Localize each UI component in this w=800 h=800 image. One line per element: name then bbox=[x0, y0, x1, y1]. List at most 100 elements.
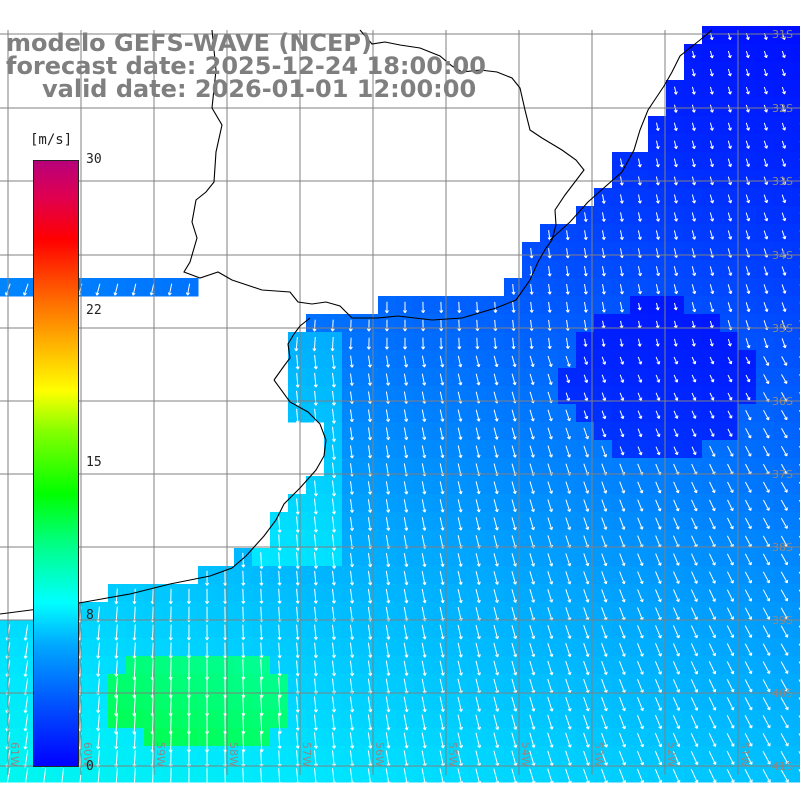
wind-arrow bbox=[744, 768, 753, 783]
wind-arrow bbox=[637, 481, 644, 494]
wind-arrow bbox=[421, 373, 427, 386]
wind-arrow bbox=[529, 660, 536, 676]
wind-arrow bbox=[511, 732, 518, 748]
wind-arrow bbox=[313, 552, 318, 569]
wind-arrow bbox=[529, 624, 536, 640]
wind-arrow bbox=[349, 696, 355, 713]
wind-arrow bbox=[403, 499, 409, 513]
wind-arrow bbox=[349, 768, 355, 785]
wind-arrow bbox=[366, 319, 371, 332]
wind-arrow bbox=[709, 194, 715, 204]
wind-cell bbox=[792, 134, 800, 153]
wind-arrow bbox=[565, 625, 572, 639]
wind-arrow bbox=[763, 338, 769, 349]
wind-arrow bbox=[619, 374, 625, 383]
wind-arrow bbox=[96, 660, 101, 677]
wind-arrow bbox=[511, 589, 517, 603]
lat-label: 31S bbox=[772, 28, 793, 41]
wind-cell bbox=[792, 584, 800, 603]
wind-arrow bbox=[366, 337, 371, 350]
wind-arrow bbox=[439, 642, 445, 658]
wind-arrow bbox=[763, 445, 770, 457]
wind-arrow bbox=[690, 679, 699, 693]
wind-cell bbox=[792, 224, 800, 243]
wind-arrow bbox=[673, 194, 678, 204]
wind-arrow bbox=[691, 553, 698, 566]
wind-arrow bbox=[529, 427, 535, 440]
wind-arrow bbox=[780, 589, 789, 602]
wind-arrow bbox=[655, 517, 662, 530]
wind-arrow bbox=[132, 588, 137, 605]
wind-arrow bbox=[565, 230, 570, 241]
wind-arrow bbox=[168, 624, 173, 641]
wind-arrow bbox=[691, 410, 697, 419]
wind-arrow bbox=[709, 302, 715, 313]
wind-arrow bbox=[457, 732, 463, 749]
wind-arrow bbox=[547, 248, 552, 259]
wind-cell bbox=[792, 548, 800, 567]
wind-arrow bbox=[547, 373, 553, 386]
wind-arrow bbox=[727, 284, 733, 295]
wind-arrow bbox=[23, 696, 29, 714]
wind-arrow bbox=[565, 750, 572, 766]
wind-arrow bbox=[763, 140, 768, 149]
wind-arrow bbox=[313, 642, 318, 659]
wind-arrow bbox=[691, 266, 697, 277]
wind-arrow bbox=[745, 266, 751, 276]
wind-arrow bbox=[350, 570, 355, 586]
wind-arrow bbox=[565, 409, 571, 422]
wind-arrow bbox=[349, 481, 354, 495]
wind-arrow bbox=[727, 86, 732, 95]
wind-cell bbox=[792, 80, 800, 99]
wind-cell bbox=[792, 476, 800, 495]
wind-arrow bbox=[637, 266, 642, 277]
wind-arrow bbox=[583, 660, 590, 676]
wind-arrow bbox=[457, 696, 463, 712]
wind-arrow bbox=[475, 660, 481, 676]
wind-arrow bbox=[762, 589, 771, 602]
wind-arrow bbox=[762, 481, 770, 493]
wind-arrow bbox=[493, 409, 499, 422]
wind-arrow bbox=[672, 625, 680, 639]
wind-arrow bbox=[529, 373, 535, 386]
wind-arrow bbox=[493, 499, 499, 513]
wind-arrow bbox=[493, 337, 498, 350]
wind-arrow bbox=[708, 697, 717, 711]
wind-arrow bbox=[511, 571, 517, 585]
wind-arrow bbox=[619, 194, 624, 204]
wind-arrow bbox=[709, 122, 714, 131]
wind-arrow bbox=[726, 661, 735, 675]
wind-arrow bbox=[565, 732, 572, 748]
wind-arrow bbox=[349, 409, 354, 423]
wind-arrow bbox=[457, 642, 463, 658]
wind-arrow bbox=[780, 751, 789, 765]
wind-arrow bbox=[781, 50, 786, 59]
wind-arrow bbox=[690, 625, 698, 639]
wind-arrow bbox=[673, 104, 678, 113]
wind-arrow bbox=[277, 642, 282, 659]
wind-arrow bbox=[655, 553, 662, 566]
wind-arrow bbox=[601, 661, 608, 675]
wind-arrow bbox=[241, 588, 246, 604]
wind-arrow bbox=[565, 392, 571, 402]
wind-arrow bbox=[367, 481, 373, 495]
wind-arrow bbox=[565, 355, 571, 367]
title-forecast-date: forecast date: 2025-12-24 18:00:00 bbox=[6, 52, 486, 80]
wind-arrow bbox=[295, 354, 300, 370]
wind-arrow bbox=[745, 445, 752, 457]
wind-arrow bbox=[565, 445, 571, 458]
wind-arrow bbox=[529, 517, 535, 531]
wind-arrow bbox=[313, 660, 318, 677]
wind-arrow bbox=[673, 158, 678, 168]
wind-arrow bbox=[547, 553, 554, 567]
wind-arrow bbox=[619, 571, 626, 585]
wind-arrow bbox=[655, 374, 661, 383]
wind-arrow bbox=[637, 625, 644, 639]
wind-arrow bbox=[168, 768, 173, 786]
lat-label: 33S bbox=[772, 175, 793, 188]
lon-label: 51W bbox=[738, 742, 751, 767]
wind-arrow bbox=[421, 319, 426, 332]
wind-arrow bbox=[726, 571, 734, 584]
wind-arrow bbox=[655, 194, 660, 204]
wind-arrow bbox=[619, 212, 624, 222]
